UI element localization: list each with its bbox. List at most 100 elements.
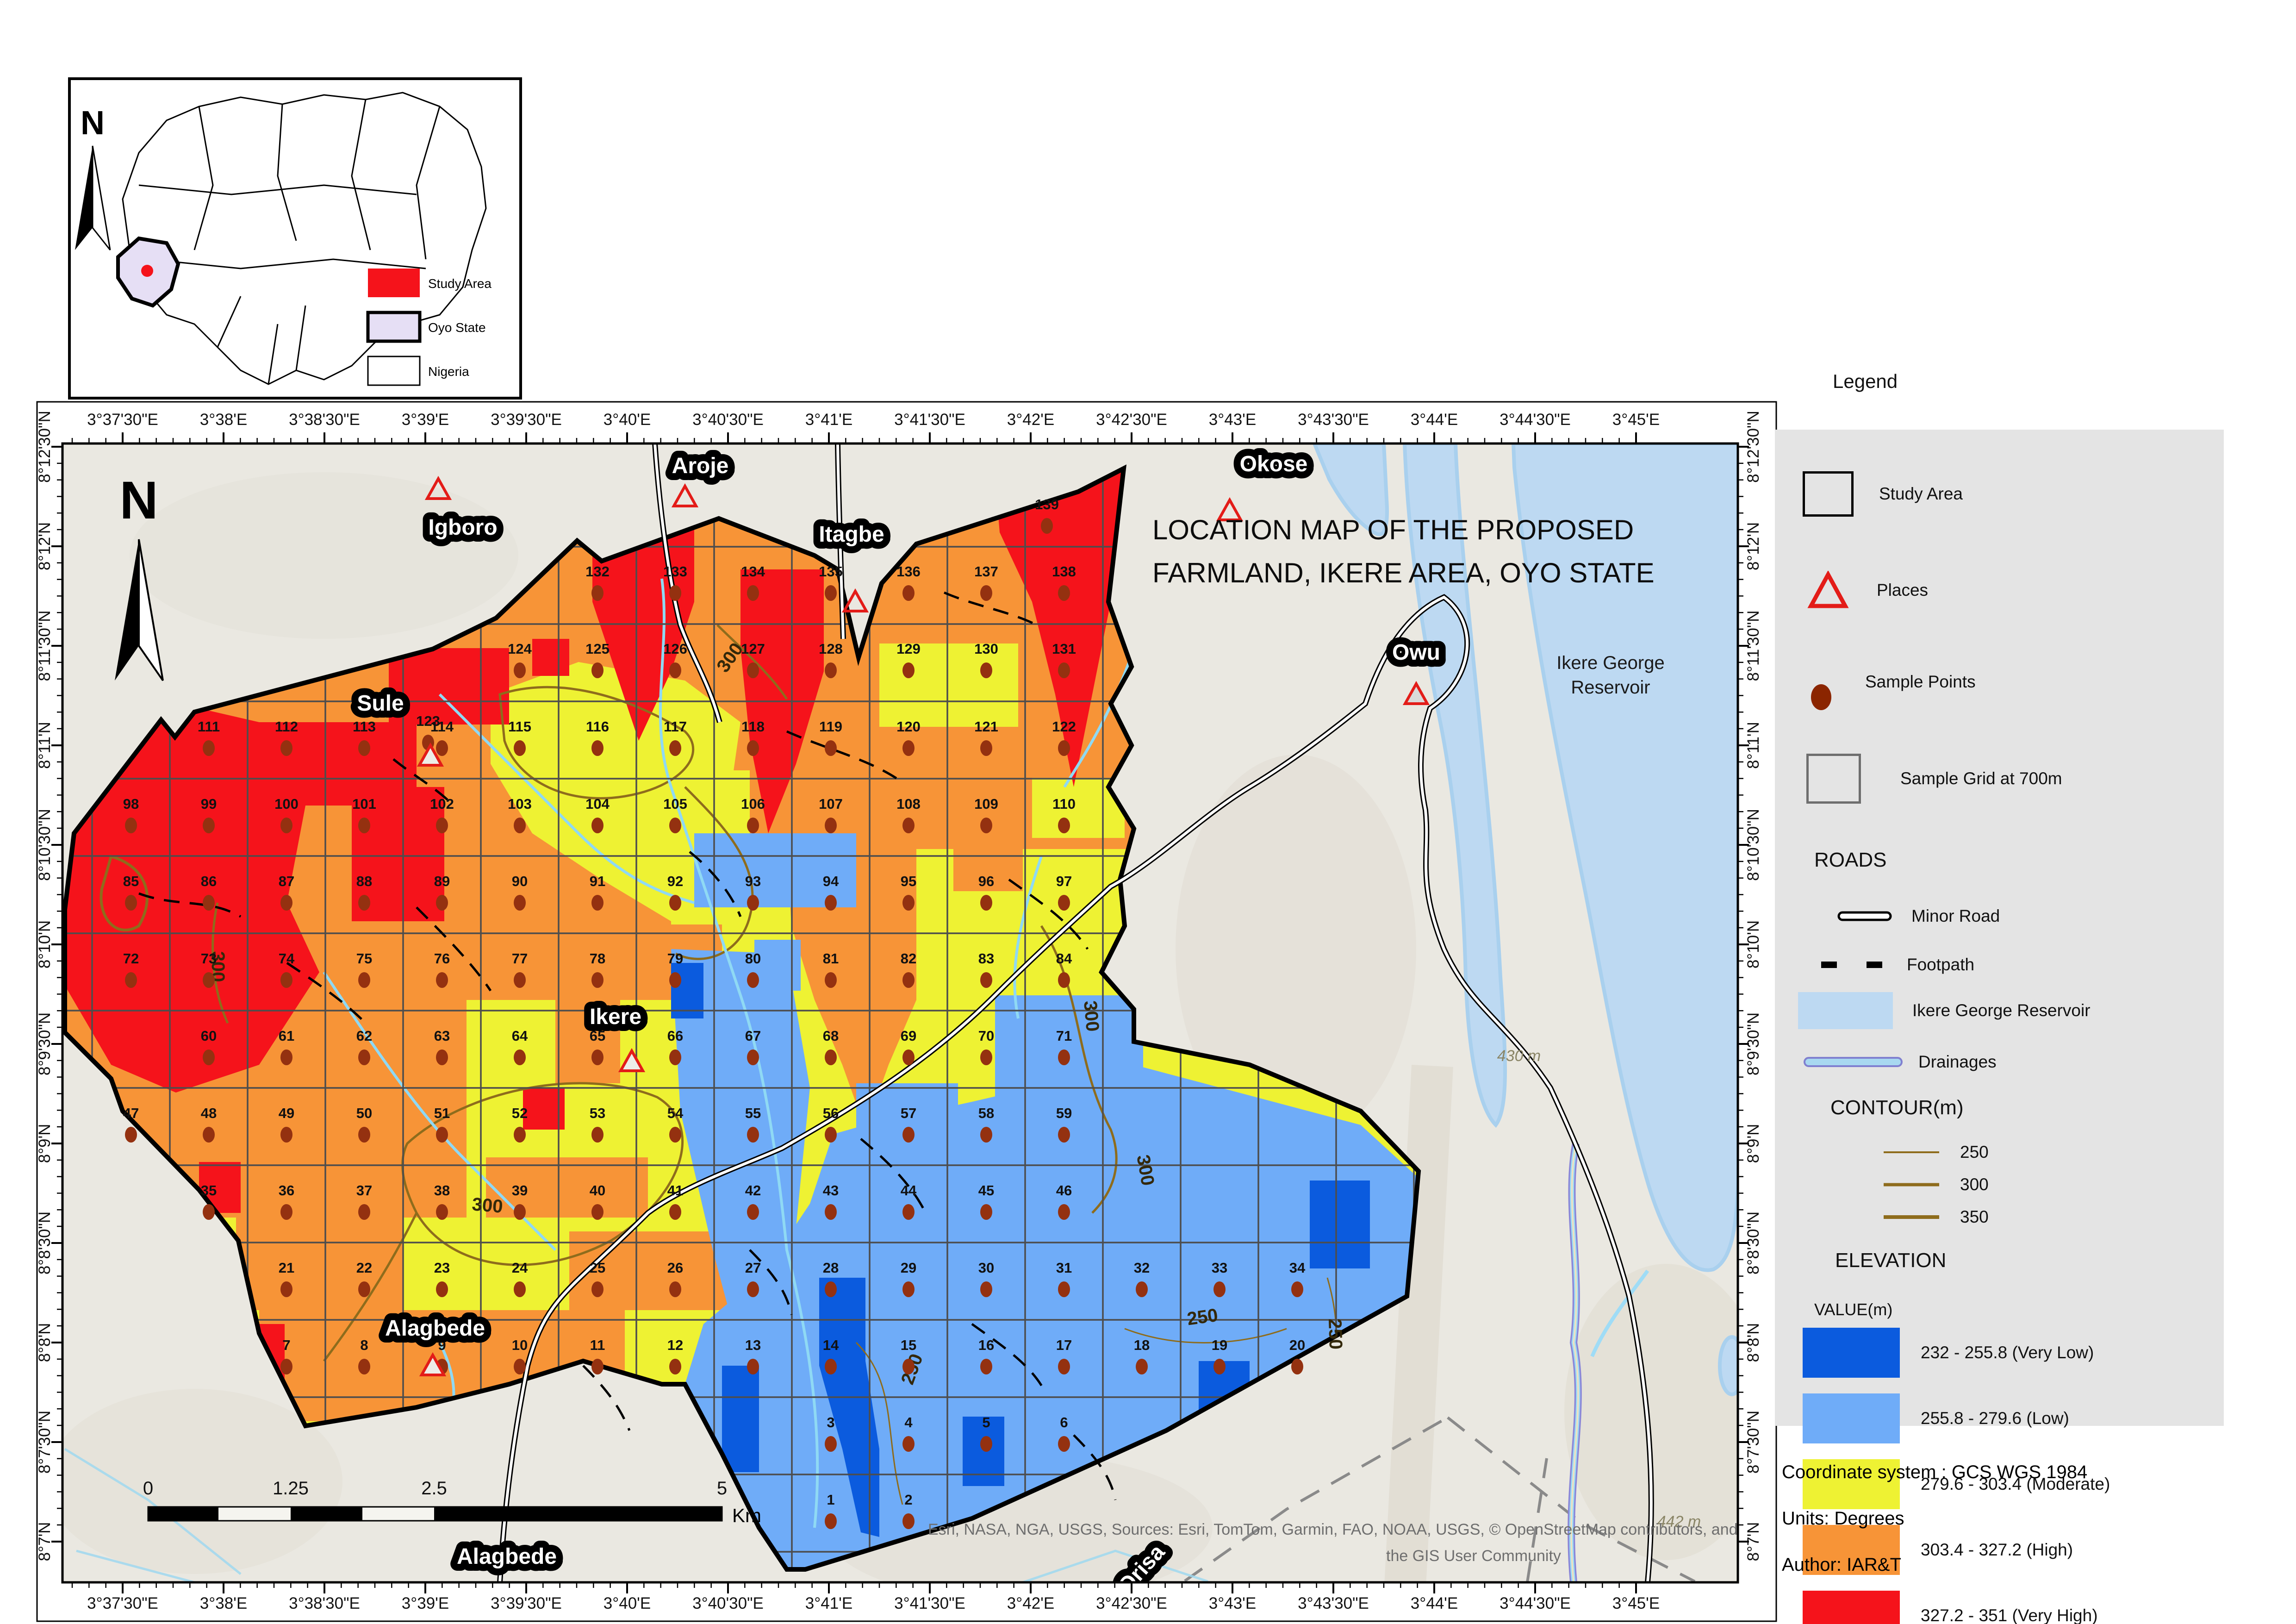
grid-cell-label: 117: [664, 718, 687, 735]
legend-label: 303.4 - 327.2 (High): [1921, 1540, 2073, 1559]
places-triangle-icon: [1807, 571, 1849, 608]
contour-label: 300: [1080, 1000, 1103, 1032]
grid-cell-label: 62: [356, 1028, 372, 1044]
grid-cell-label: 123: [416, 713, 440, 729]
place-label: Sule: [357, 691, 404, 716]
axis-label-top: 3°39'E: [402, 411, 449, 429]
axis-label-bottom: 3°39'30"E: [491, 1594, 562, 1612]
axis-label-bottom: 3°42'E: [1007, 1594, 1054, 1612]
author-note: Author: IAR&T: [1782, 1555, 1901, 1575]
legend-item-contour-350: 350: [1881, 1207, 1989, 1227]
grid-cell-label: 56: [823, 1105, 839, 1121]
grid-cell-label: 115: [508, 718, 531, 735]
sample-point: [902, 1513, 915, 1529]
grid-cell-label: 32: [1134, 1260, 1150, 1276]
sample-point: [280, 1359, 292, 1374]
grid-cell-label: 20: [1289, 1337, 1305, 1353]
grid-cell-label: 55: [745, 1105, 761, 1121]
place-label: Alagbede: [457, 1544, 557, 1569]
scalebar-label: 2.5: [421, 1478, 447, 1499]
grid-cell-label: 121: [974, 718, 998, 735]
grid-cell-label: 113: [353, 718, 376, 735]
drainages-icon: [1804, 1057, 1903, 1067]
grid-cell-label: 16: [978, 1337, 994, 1353]
grid-cell-label: 99: [201, 796, 217, 812]
grid-cell-label: 105: [663, 796, 687, 812]
sample-point: [436, 972, 448, 988]
sample-point: [1213, 1359, 1226, 1374]
legend-label: Footpath: [1907, 955, 1975, 974]
axis-label-bottom: 3°43'30"E: [1298, 1594, 1369, 1612]
grid-cell-label: 112: [275, 718, 298, 735]
grid-cell-label: 37: [356, 1182, 372, 1199]
sample-point: [825, 1204, 837, 1220]
svg-text:Km: Km: [732, 1505, 761, 1526]
scalebar-label: 1.25: [273, 1478, 309, 1499]
sample-point: [980, 972, 992, 988]
grid-cell-label: 86: [201, 873, 217, 889]
sample-point: [1058, 662, 1070, 678]
legend-item-contour-250: 250: [1881, 1143, 1989, 1162]
class-swatch: [1803, 1591, 1900, 1624]
grid-cell-label: 48: [201, 1105, 217, 1121]
sample-point: [203, 818, 215, 833]
graticule-axes: 3°37'30"E 3°37'30"E 3°38'E 3°38'E 3°38'30"E 3…: [36, 411, 1762, 1612]
sample-point: [669, 1049, 681, 1065]
axis-label-top: 3°42'30"E: [1096, 411, 1167, 429]
sample-point: [902, 1359, 915, 1374]
grid-cell-label: 50: [356, 1105, 372, 1121]
axis-label-top: 3°41'E: [805, 411, 852, 429]
inset-legend-label: Study Area: [428, 276, 492, 291]
legend-item-contour-300: 300: [1881, 1175, 1989, 1194]
legend-label: Ikere George Reservoir: [1912, 1001, 2091, 1020]
grid-cell-label: 119: [819, 718, 842, 735]
grid-cell-label: 129: [896, 641, 921, 657]
sample-point: [669, 662, 681, 678]
sample-point: [902, 818, 915, 833]
sample-point: [1058, 818, 1070, 833]
grid-cell-label: 47: [123, 1105, 139, 1121]
grid-cell-label: 109: [974, 796, 998, 812]
axis-label-top: 3°44'E: [1411, 411, 1458, 429]
sample-point: [747, 1204, 759, 1220]
axis-label-top: 3°38'E: [200, 411, 247, 429]
grid-cell-label: 4: [904, 1414, 913, 1430]
sample-point: [1058, 1281, 1070, 1297]
grid-cell-label: 136: [896, 563, 921, 580]
grid-cell-label: 75: [356, 950, 372, 967]
grid-cell-label: 76: [434, 950, 450, 967]
grid-cell-label: 120: [896, 718, 921, 735]
sample-point: [825, 972, 837, 988]
sample-point: [825, 1281, 837, 1297]
sample-point: [902, 1204, 915, 1220]
sample-point: [591, 1359, 604, 1374]
grid-cell-label: 30: [978, 1260, 994, 1276]
legend-item-sample-points: Sample Points: [1807, 670, 1976, 712]
contour-label: 300: [471, 1194, 504, 1217]
sample-point: [514, 818, 526, 833]
grid-cell-label: 68: [823, 1028, 839, 1044]
grid-cell-label: 33: [1212, 1260, 1227, 1276]
sample-point: [902, 895, 915, 911]
sample-point: [436, 1281, 448, 1297]
sample-point: [514, 1281, 526, 1297]
sample-point-icon: [1811, 684, 1831, 710]
axis-label-bottom: 3°42'30"E: [1096, 1594, 1167, 1612]
axis-label-top: 3°40'E: [604, 411, 651, 429]
grid-cell-label: 132: [585, 563, 610, 580]
class-swatch: [1803, 1459, 1900, 1509]
sample-point: [436, 1204, 448, 1220]
grid-cell-label: 40: [590, 1182, 605, 1199]
sample-point: [591, 1049, 604, 1065]
sample-point: [747, 1127, 759, 1143]
grid-cell-label: 135: [819, 563, 843, 580]
sample-point: [280, 895, 292, 911]
sample-point: [669, 895, 681, 911]
sample-point: [747, 818, 759, 833]
sample-point: [514, 740, 526, 756]
grid-cell-label: 53: [590, 1105, 605, 1121]
sample-point: [1058, 740, 1070, 756]
inset-legend-swatch-oyo: [366, 311, 422, 343]
sample-point: [980, 895, 992, 911]
grid-cell-label: 25: [590, 1260, 605, 1276]
